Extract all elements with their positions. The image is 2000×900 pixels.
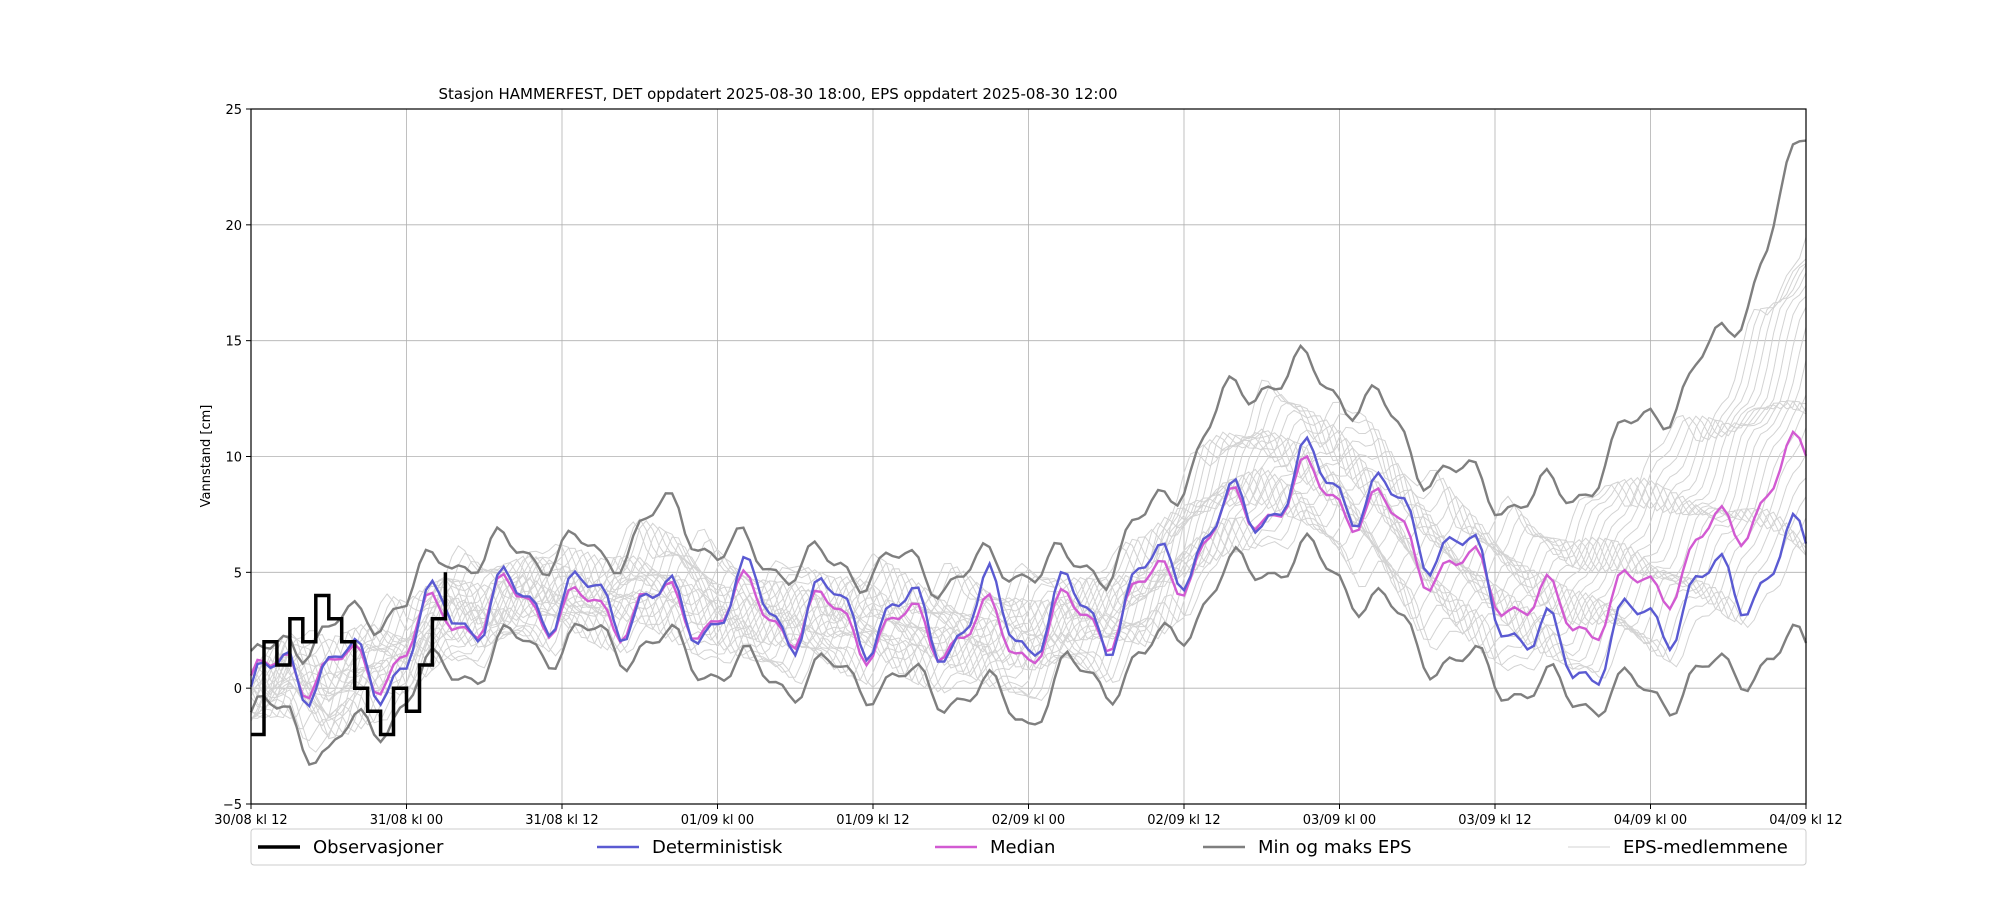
x-tick-label: 30/08 kl 12: [214, 813, 287, 828]
legend-label: Observasjoner: [313, 837, 444, 858]
eps-member-line: [250, 394, 1807, 710]
series-observations: [251, 572, 448, 737]
eps-member-line: [250, 406, 1807, 727]
eps-member-line: [250, 483, 1807, 730]
x-tick-label: 02/09 kl 00: [992, 813, 1065, 828]
y-ticks: −5 0 5 10 15 20 25: [223, 103, 251, 813]
y-tick-label: −5: [223, 798, 242, 813]
x-tick-label: 03/09 kl 12: [1458, 813, 1531, 828]
y-tick-label: 5: [234, 566, 242, 581]
eps-member-line: [250, 264, 1807, 683]
series-median: [249, 429, 1808, 700]
y-tick-label: 0: [234, 682, 242, 697]
x-tick-label: 01/09 kl 00: [681, 813, 754, 828]
eps-member-line: [250, 237, 1807, 702]
legend-label: Deterministisk: [652, 837, 783, 858]
x-ticks: 30/08 kl 12 31/08 kl 00 31/08 kl 12 01/09 k…: [214, 804, 1843, 828]
x-tick-label: 01/09 kl 12: [836, 813, 909, 828]
y-tick-label: 15: [225, 335, 242, 350]
eps-members: [250, 237, 1807, 753]
y-axis-label: Vannstand [cm]: [199, 405, 214, 508]
x-tick-label: 02/09 kl 12: [1147, 813, 1220, 828]
y-tick-label: 10: [225, 451, 242, 466]
y-tick-label: 20: [225, 219, 242, 234]
x-tick-label: 04/09 kl 00: [1614, 813, 1687, 828]
legend-frame: [250, 828, 1807, 866]
grid: [250, 108, 1807, 805]
x-tick-label: 03/09 kl 00: [1303, 813, 1376, 828]
legend-label: Min og maks EPS: [1258, 837, 1412, 858]
series-deterministic: [249, 435, 1808, 709]
legend: Observasjoner Deterministisk Median Min og …: [250, 828, 1807, 866]
x-tick-label: 31/08 kl 12: [525, 813, 598, 828]
series-max-eps: [250, 139, 1807, 666]
eps-member-line: [250, 489, 1807, 730]
x-tick-label: 04/09 kl 12: [1769, 813, 1842, 828]
y-tick-label: 25: [225, 103, 242, 118]
legend-label: Median: [990, 837, 1055, 858]
legend-label: EPS-medlemmene: [1623, 837, 1788, 858]
eps-member-line: [250, 469, 1807, 737]
series-min-eps: [249, 531, 1808, 766]
x-tick-label: 31/08 kl 00: [370, 813, 443, 828]
chart-title: Stasjon HAMMERFEST, DET oppdatert 2025-0…: [438, 85, 1117, 103]
series-layer: [249, 139, 1808, 766]
